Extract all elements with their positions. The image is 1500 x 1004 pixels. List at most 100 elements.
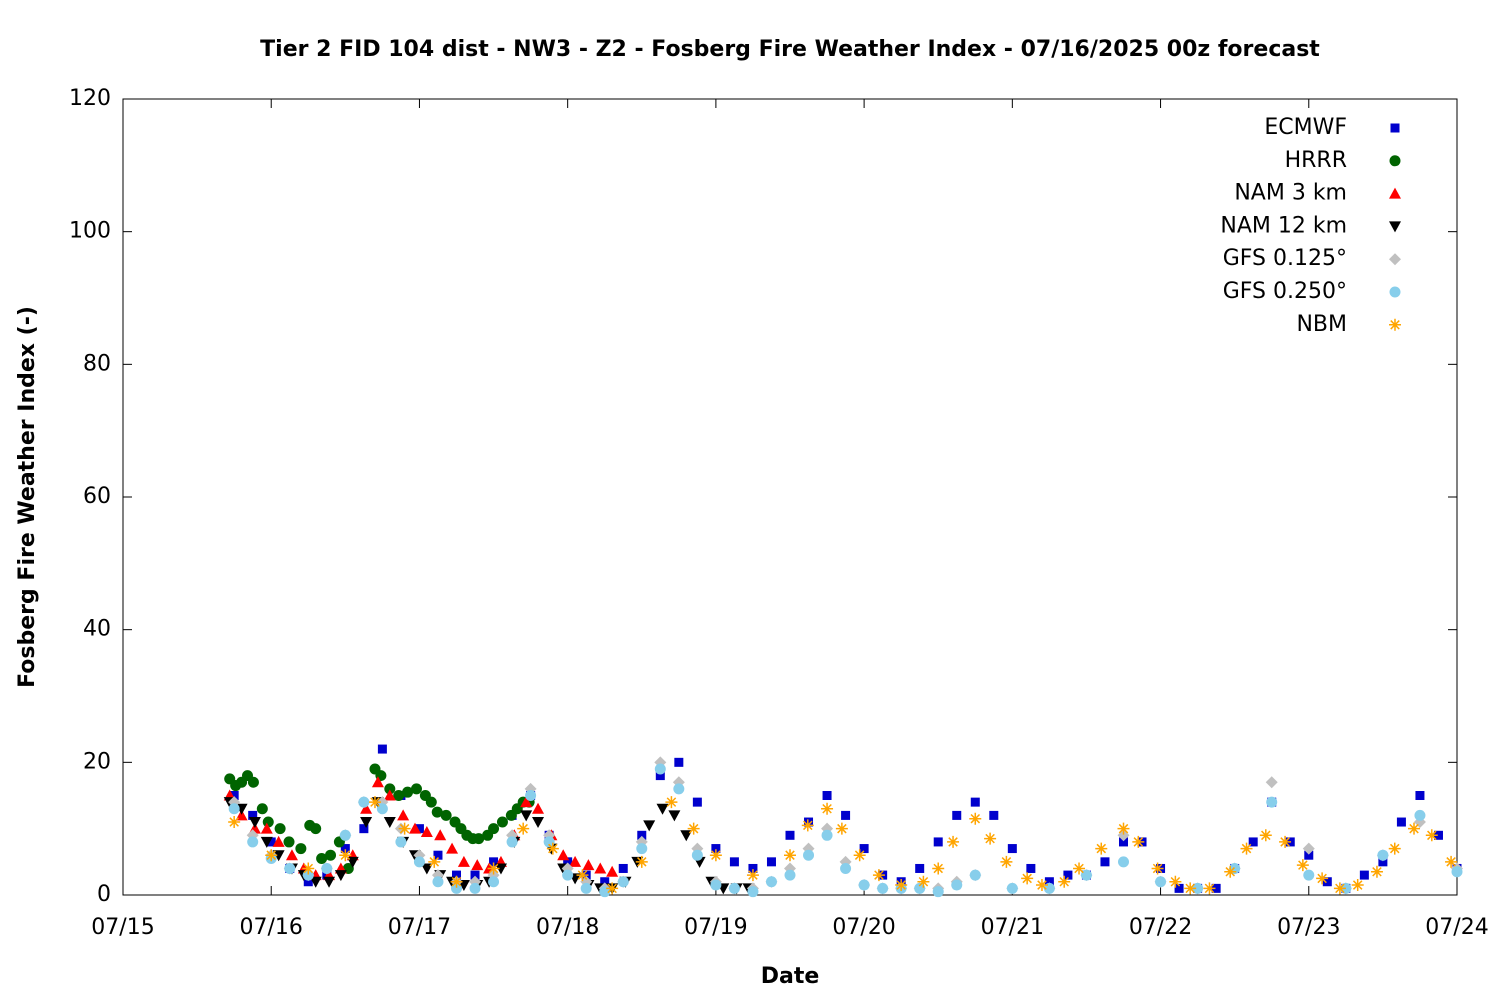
data-point	[457, 855, 470, 867]
x-tick-label: 07/17	[388, 915, 451, 940]
data-point	[1132, 835, 1145, 848]
data-point	[580, 882, 592, 894]
data-point	[1100, 857, 1110, 867]
data-point	[1211, 883, 1221, 893]
data-point	[606, 865, 619, 877]
data-point	[383, 789, 396, 801]
y-axis-label: Fosberg Fire Weather Index (-)	[15, 306, 40, 688]
data-point	[711, 844, 721, 854]
x-tick-label: 07/24	[1425, 915, 1488, 940]
data-point	[656, 803, 669, 815]
data-point	[1117, 822, 1130, 835]
data-point	[687, 822, 700, 835]
data-point	[1184, 882, 1197, 895]
data-point	[1006, 882, 1018, 894]
data-point	[266, 837, 276, 847]
data-point	[402, 786, 414, 798]
data-point	[334, 870, 347, 882]
data-point	[969, 869, 981, 881]
data-point	[309, 876, 322, 888]
data-point	[1433, 830, 1443, 840]
data-point	[440, 809, 452, 821]
data-point	[668, 810, 681, 822]
data-point	[673, 783, 685, 795]
data-point	[228, 816, 241, 829]
data-point	[1119, 837, 1128, 847]
data-point	[470, 870, 480, 880]
data-point	[1118, 856, 1129, 868]
data-point	[433, 850, 443, 860]
legend-label: ECMWF	[1264, 115, 1347, 140]
x-tick-label: 07/22	[1129, 915, 1192, 940]
data-point	[1224, 865, 1237, 878]
data-point	[821, 802, 834, 815]
data-point	[265, 849, 278, 862]
data-point	[606, 882, 619, 895]
data-point	[674, 757, 684, 767]
data-point	[316, 853, 328, 865]
data-point	[691, 849, 703, 861]
data-point	[1174, 883, 1184, 893]
data-point	[617, 876, 629, 888]
y-tick-label: 40	[83, 617, 111, 642]
data-point	[1351, 879, 1364, 892]
data-point	[496, 816, 508, 828]
data-point	[260, 836, 273, 848]
data-point	[895, 879, 908, 892]
data-point	[947, 835, 960, 848]
y-tick-label: 80	[83, 351, 111, 376]
data-point	[692, 797, 702, 807]
data-point	[1296, 859, 1309, 872]
data-point	[1279, 835, 1292, 848]
data-point	[360, 817, 373, 829]
data-point	[636, 843, 648, 855]
data-point	[1063, 870, 1073, 880]
data-point	[1192, 882, 1204, 894]
data-point	[970, 797, 980, 807]
y-tick-label: 120	[69, 86, 111, 111]
data-point	[302, 869, 314, 881]
data-point	[420, 825, 433, 837]
data-point	[520, 810, 533, 822]
data-point	[803, 849, 815, 861]
data-point	[932, 886, 944, 898]
legend-marker	[1389, 221, 1401, 233]
data-point	[303, 877, 313, 887]
data-point	[1304, 850, 1314, 860]
data-point	[397, 809, 410, 821]
legend-marker	[1389, 253, 1401, 266]
data-point	[452, 870, 461, 880]
data-point	[747, 886, 759, 898]
data-point	[228, 803, 240, 815]
data-point	[274, 823, 286, 835]
data-point	[395, 836, 407, 848]
y-tick-label: 20	[83, 749, 111, 774]
data-point	[665, 796, 678, 809]
legend-marker	[1389, 318, 1401, 331]
data-point	[1007, 844, 1017, 854]
data-point	[247, 836, 259, 848]
data-point	[1302, 842, 1315, 855]
data-point	[489, 857, 499, 867]
data-point	[469, 882, 481, 894]
data-point	[728, 882, 740, 894]
x-tick-label: 07/16	[240, 915, 303, 940]
data-point	[729, 857, 739, 867]
data-point	[1408, 822, 1421, 835]
data-point	[414, 824, 424, 834]
data-point	[801, 819, 814, 832]
data-point	[1151, 862, 1164, 875]
data-point	[557, 849, 570, 861]
data-point	[576, 869, 589, 882]
data-point	[428, 855, 441, 868]
data-point	[917, 875, 930, 888]
data-point	[858, 879, 870, 891]
data-point	[295, 843, 307, 855]
data-point	[1377, 849, 1389, 861]
legend-label: NAM 3 km	[1234, 181, 1347, 206]
data-point	[821, 829, 833, 841]
legend-label: HRRR	[1285, 148, 1347, 173]
data-point	[325, 849, 337, 861]
data-point	[339, 849, 352, 862]
